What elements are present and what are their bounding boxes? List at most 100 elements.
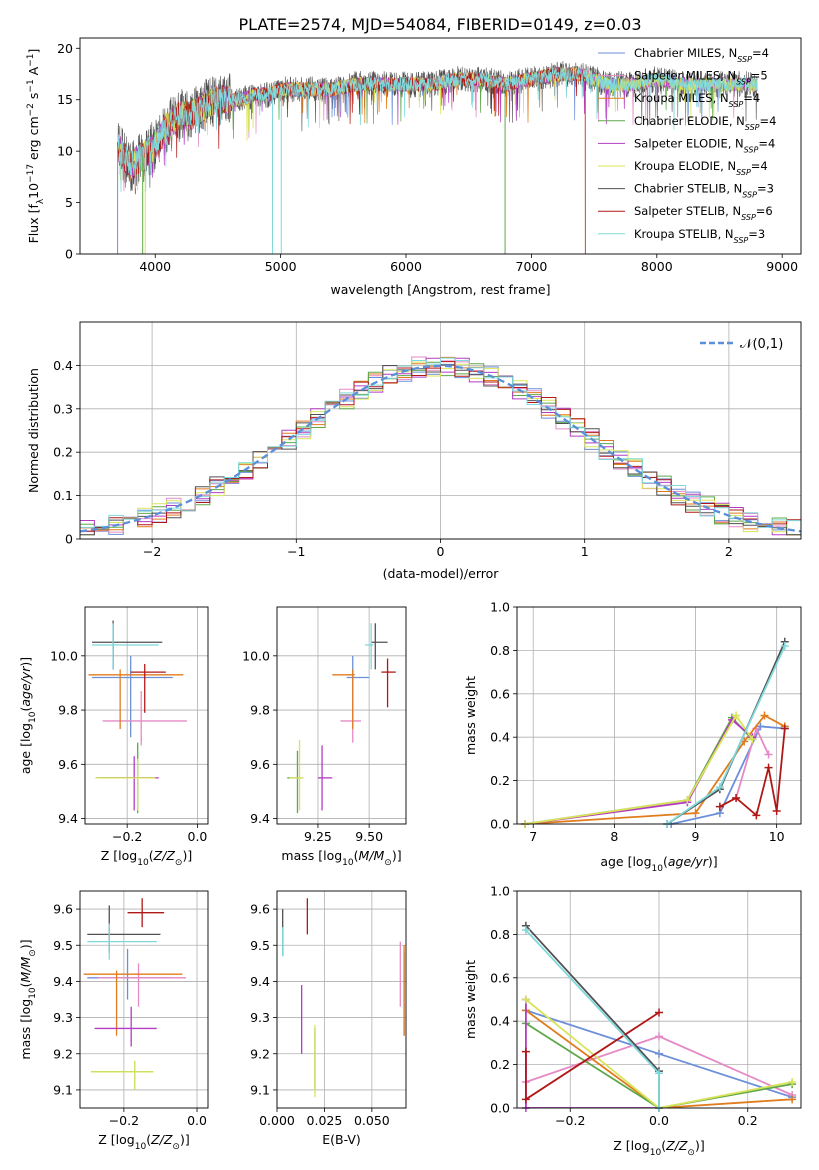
x-axis-label: Z [log10(Z/Z⊙)] [613, 1138, 704, 1158]
y-tick-label: 0.4 [490, 1014, 510, 1029]
weight-point-marker [772, 806, 781, 815]
y-tick-label: 9.4 [250, 974, 270, 989]
x-tick-label: 2 [725, 544, 733, 559]
weight-point-marker [748, 735, 757, 744]
y-tick-label: 5 [65, 195, 73, 210]
x-tick-label: −0.2 [109, 1113, 139, 1128]
x-tick-label: 9.50 [355, 829, 383, 844]
normal-curve [80, 364, 801, 533]
axes-frame [516, 606, 802, 825]
x-tick-label: −0.2 [112, 829, 142, 844]
x-tick-label: 0.050 [354, 1113, 390, 1128]
y-tick-label: 10.0 [50, 648, 78, 663]
residuals-xlabel: (data-model)/error [383, 566, 500, 581]
weight-point-marker [521, 1095, 530, 1104]
y-tick-label: 9.1 [53, 1082, 73, 1097]
weight-series-line [666, 645, 786, 824]
x-axis-label: Z [log10(Z/Z⊙)] [98, 1132, 189, 1152]
x-tick-label: −2 [143, 544, 161, 559]
y-tick-label: 9.8 [58, 703, 78, 718]
z-mass-panel: −0.2 0.0 9.1 9.2 9.3 9.4 9.5 9.6 Z [log10(Z/Z⊙)]… [18, 890, 209, 1152]
weight-point-marker [756, 722, 765, 731]
axes-frame [516, 890, 802, 1109]
x-axis-label: age [log10(age/yr)] [600, 854, 717, 874]
x-tick-label: −1 [287, 544, 305, 559]
y-tick-label: 9.5 [250, 938, 270, 953]
y-tick-label: 0 [65, 247, 73, 262]
residuals-panel: −2 −1 0 1 2 0 0.1 0.2 0.3 0.4 (data-model)/error No… [26, 321, 802, 581]
y-tick-label: 0.2 [53, 445, 73, 460]
weight-point-marker [780, 724, 789, 733]
spectrum-panel: Flux [fλ10−17 erg cm−2 s−1 A−1] 4000 5000… [26, 37, 802, 297]
y-tick-label: 10 [57, 144, 73, 159]
y-tick-label: 1.0 [490, 884, 510, 899]
axes-frame [276, 890, 407, 1109]
y-tick-label: 9.2 [250, 1046, 270, 1061]
weight-series-line [719, 728, 786, 817]
x-axis-label: mass [log10(M/M⊙)] [281, 848, 401, 868]
y-tick-label: 0.2 [490, 1057, 510, 1072]
legend-label: Chabrier ELODIE, NSSP=4 [634, 114, 776, 132]
residual-histogram [80, 357, 801, 535]
axes-frame [79, 37, 802, 255]
x-tick-label: 10 [769, 829, 785, 844]
weight-series-line [524, 718, 753, 824]
y-tick-label: 1.0 [490, 600, 510, 615]
legend-label: Salpeter STELIB, NSSP=6 [634, 204, 773, 222]
y-tick-label: 0.8 [490, 927, 510, 942]
legend-label: Chabrier STELIB, NSSP=3 [634, 182, 774, 200]
y-tick-label: 0.6 [490, 686, 510, 701]
weight-point-marker [521, 1047, 530, 1056]
axes-frame [84, 606, 209, 825]
x-tick-label: 0.000 [259, 1113, 295, 1128]
y-axis-label: mass weight [463, 676, 478, 755]
weight-point-marker [764, 763, 773, 772]
x-tick-label: 9 [692, 829, 700, 844]
x-tick-label: 8000 [641, 259, 673, 274]
residuals-ylabel: Normed distribution [26, 368, 41, 493]
spectrum-xlabel: wavelength [Angstrom, rest frame] [330, 282, 550, 297]
weight-series-line [525, 929, 660, 1108]
y-tick-label: 9.5 [53, 938, 73, 953]
y-axis-label: mass [log10(M/M⊙)] [18, 939, 38, 1059]
axes-frame [276, 606, 407, 825]
normal-legend-label: 𝒩(0,1) [740, 337, 783, 352]
weight-point-marker [691, 809, 700, 818]
x-axis-label: E(B-V) [322, 1132, 361, 1147]
weight-point-marker [764, 750, 773, 759]
weight-point-marker [788, 1095, 797, 1104]
weight-point-marker [780, 642, 789, 651]
x-tick-label: 4000 [139, 259, 171, 274]
y-tick-label: 9.6 [250, 902, 270, 917]
x-tick-label: 0.0 [649, 1113, 669, 1128]
y-tick-label: 9.4 [53, 974, 73, 989]
weight-point-marker [732, 793, 741, 802]
legend-label: Kroupa MILES, NSSP=4 [634, 91, 760, 109]
figure-title: PLATE=2574, MJD=54084, FIBERID=0149, z=0… [238, 15, 641, 34]
weight-point-marker [655, 1008, 663, 1017]
spectrum-line [117, 66, 586, 254]
y-tick-label: 10.0 [242, 648, 270, 663]
y-tick-label: 9.6 [53, 902, 73, 917]
legend-label: Salpeter MILES, NSSP=5 [634, 69, 768, 87]
weight-series-line [525, 999, 659, 1108]
weight-point-marker [655, 1049, 663, 1058]
x-tick-label: 7000 [516, 259, 548, 274]
axes-frame [79, 321, 802, 540]
y-tick-label: 15 [57, 92, 73, 107]
y-tick-label: 9.1 [250, 1082, 270, 1097]
y-tick-label: 0.0 [490, 1101, 510, 1116]
weight-point-marker [788, 1077, 797, 1086]
z-weight-panel: −0.2 0.0 0.2 0.0 0.2 0.4 0.6 0.8 1.0 Z [log10(Z/Z… [463, 884, 802, 1158]
y-tick-label: 0 [65, 532, 73, 547]
legend-label: Chabrier MILES, NSSP=4 [634, 46, 769, 64]
x-tick-label: −0.2 [555, 1113, 585, 1128]
ebv-mass-panel: 0.000 0.025 0.050 9.1 9.2 9.3 9.4 9.5 9.6 E(B-V) [250, 890, 407, 1147]
x-tick-label: 0.0 [187, 1113, 207, 1128]
x-tick-label: 9.25 [304, 829, 332, 844]
y-tick-label: 0.4 [53, 358, 73, 373]
x-tick-label: 1 [581, 544, 589, 559]
spectrum-ylabel: Flux [fλ10−17 erg cm−2 s−1 A−1] [26, 49, 46, 244]
y-tick-label: 9.3 [250, 1010, 270, 1025]
y-tick-label: 0.4 [490, 730, 510, 745]
